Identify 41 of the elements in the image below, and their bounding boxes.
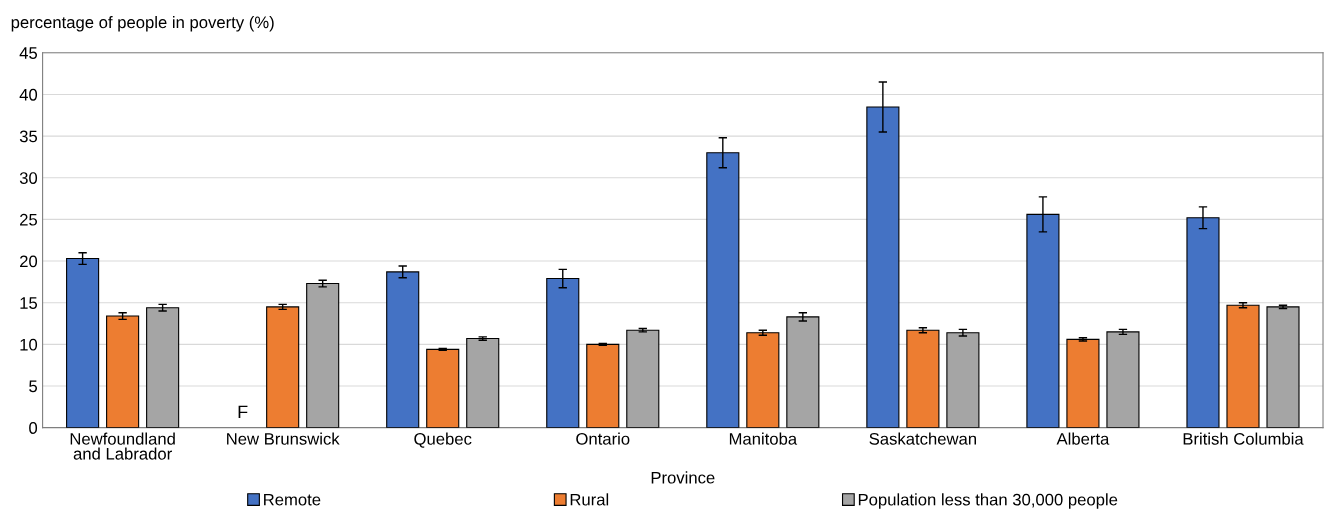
x-axis-title: Province <box>651 471 715 484</box>
x-tick-label: Saskatchewan <box>869 432 976 445</box>
annotation: F <box>238 405 248 419</box>
x-tick-label: Quebec <box>414 432 472 448</box>
y-tick-label: 15 <box>20 297 38 309</box>
x-tick-label: Newfoundland and Labrador <box>70 432 175 460</box>
bar <box>146 307 180 428</box>
bar <box>746 332 780 428</box>
y-tick-label: 5 <box>29 380 38 393</box>
bar <box>946 332 980 428</box>
bar <box>426 348 460 428</box>
y-tick-label: 0 <box>29 422 38 434</box>
y-tick-label: 35 <box>19 130 38 143</box>
x-tick-label: New Brunswick <box>227 432 340 445</box>
bar <box>586 343 620 428</box>
bar <box>626 329 660 428</box>
legend-label: Rural <box>570 493 609 506</box>
bar <box>1106 331 1140 428</box>
y-tick-label: 20 <box>20 255 38 268</box>
bar <box>906 329 940 428</box>
bar <box>786 316 820 428</box>
bar <box>306 283 340 428</box>
bar <box>386 271 420 428</box>
bar <box>1266 306 1300 428</box>
legend-label: Population less than 30,000 people <box>858 493 1118 509</box>
bar <box>1226 304 1260 428</box>
y-tick-label: 30 <box>19 172 38 184</box>
y-tick-label: 10 <box>20 338 38 351</box>
x-tick-label: Alberta <box>1056 432 1110 445</box>
y-tick-label: 25 <box>20 213 38 226</box>
x-tick-label: British Columbia <box>1183 432 1304 445</box>
y-tick-label: 40 <box>19 88 38 101</box>
x-tick-label: Ontario <box>576 432 630 445</box>
y-axis-title: percentage of people in poverty (%) <box>11 15 274 32</box>
bar <box>1066 338 1100 428</box>
legend-label: Remote <box>264 493 321 506</box>
x-tick-label: Manitoba <box>729 432 798 445</box>
y-tick-label: 45 <box>19 47 38 59</box>
bar <box>266 306 300 428</box>
bar <box>106 315 140 428</box>
bar <box>466 337 500 428</box>
